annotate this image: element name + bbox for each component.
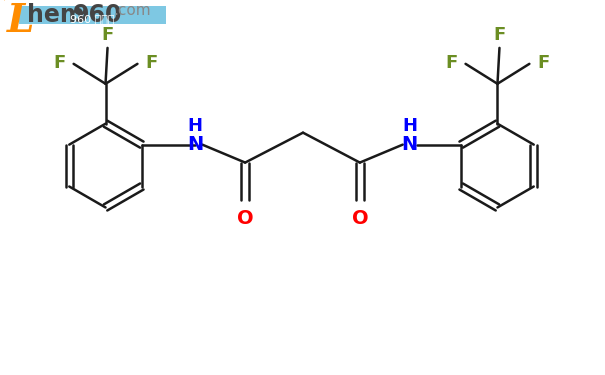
Text: F: F <box>145 54 158 72</box>
Text: L: L <box>7 2 34 40</box>
Text: hem: hem <box>27 3 84 27</box>
Text: H: H <box>188 117 203 135</box>
Text: └: └ <box>4 0 5 1</box>
Text: N: N <box>187 135 203 154</box>
Text: 960: 960 <box>73 3 122 27</box>
Text: F: F <box>102 26 114 44</box>
FancyBboxPatch shape <box>19 6 166 24</box>
Text: N: N <box>402 135 418 154</box>
Text: F: F <box>445 54 457 72</box>
Text: .com: .com <box>114 3 151 18</box>
Text: O: O <box>352 210 368 228</box>
Text: F: F <box>537 54 549 72</box>
Text: H: H <box>402 117 417 135</box>
Text: 960 化工网: 960 化工网 <box>70 14 115 24</box>
Text: O: O <box>237 210 253 228</box>
Text: F: F <box>493 26 506 44</box>
Text: F: F <box>53 54 66 72</box>
